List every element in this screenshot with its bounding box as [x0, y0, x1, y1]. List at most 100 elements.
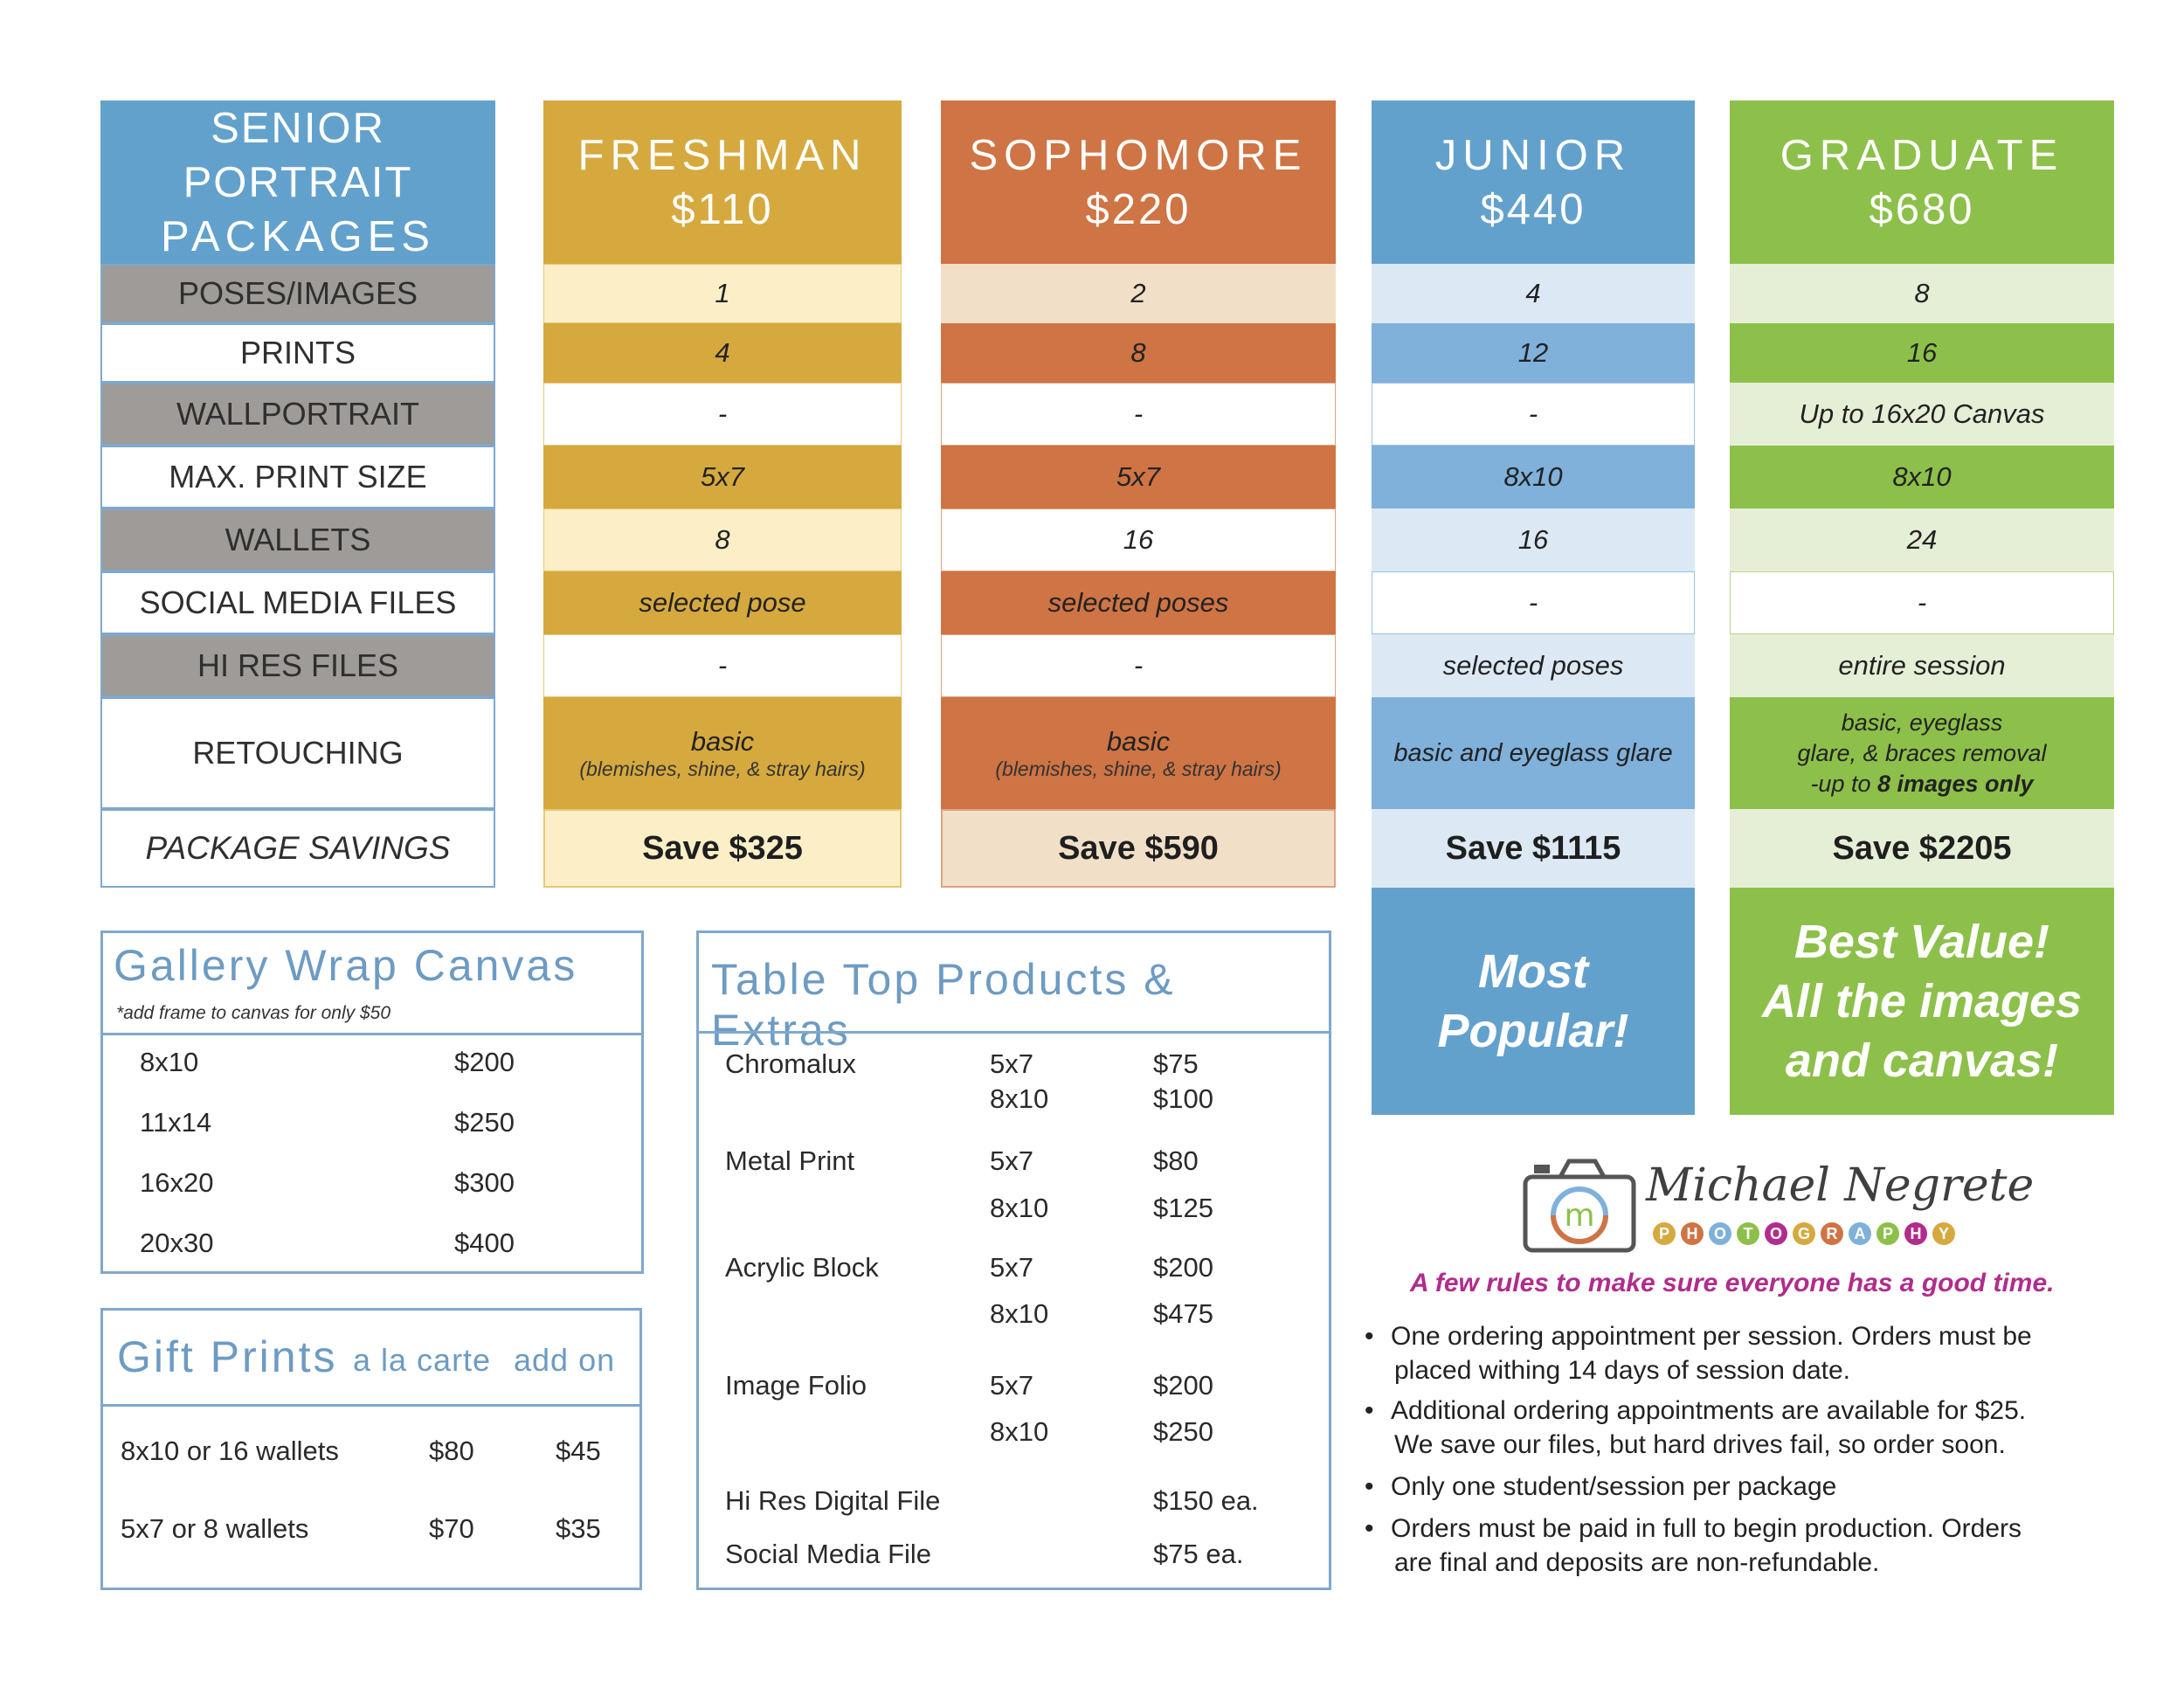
sophomore-max-print: 5x7: [941, 446, 1336, 508]
sophomore-savings: Save $590: [941, 809, 1336, 888]
gift-prints-title: Gift Prints: [117, 1332, 338, 1381]
metal-size1: 5x7: [990, 1145, 1033, 1176]
gift-item: 8x10 or 16 wallets: [121, 1435, 339, 1466]
junior-poses: 4: [1372, 264, 1695, 323]
freshman-savings: Save $325: [543, 809, 902, 888]
rule-line: One ordering appointment per session. Or…: [1391, 1322, 2032, 1351]
graduate-wallets: 24: [1730, 508, 2114, 571]
freshman-wallportrait: -: [543, 383, 902, 446]
rule-bullet: •: [1365, 1472, 1374, 1501]
graduate-retouch-line3: -up to 8 images only: [1810, 769, 2033, 799]
graduate-retouch-line1: basic, eyeglass: [1841, 709, 2003, 736]
freshman-hires: -: [543, 634, 902, 697]
junior-promo-line1: Most: [1478, 945, 1588, 998]
row-label-wallets: WALLETS: [100, 508, 495, 571]
chromalux-name: Chromalux: [725, 1048, 856, 1079]
chromalux-size1: 5x7: [990, 1048, 1033, 1079]
row-label-poses: POSES/IMAGES: [100, 264, 495, 323]
folio-size2: 8x10: [990, 1416, 1049, 1447]
folio-size1: 5x7: [990, 1370, 1033, 1401]
metal-price1: $80: [1153, 1145, 1199, 1176]
gallery-size: 16x20: [140, 1167, 214, 1198]
graduate-price: $680: [1869, 185, 1975, 233]
gift-prints-divider: [103, 1404, 639, 1407]
freshman-name: FRESHMAN: [577, 131, 867, 179]
rule-item: • Orders must be paid in full to begin p…: [1365, 1512, 2116, 1580]
camera-icon: m: [1523, 1159, 1636, 1253]
rule-line: are final and deposits are non-refundabl…: [1394, 1548, 1880, 1577]
rule-item: • One ordering appointment per session. …: [1365, 1319, 2116, 1387]
rule-line: Only one student/session per package: [1391, 1472, 1837, 1501]
metal-price2: $125: [1153, 1193, 1213, 1223]
logo-letter: R: [1821, 1222, 1843, 1245]
rule-bullet: •: [1365, 1514, 1374, 1543]
gallery-price: $300: [454, 1167, 515, 1198]
row-label-social: SOCIAL MEDIA FILES: [100, 571, 495, 634]
acrylic-price1: $200: [1153, 1252, 1213, 1283]
social-file-price: $75 ea.: [1153, 1539, 1244, 1569]
logo-letter: Y: [1932, 1222, 1955, 1245]
gallery-price: $250: [454, 1107, 515, 1138]
rule-bullet: •: [1365, 1322, 1374, 1351]
logo-letter: G: [1793, 1222, 1815, 1245]
acrylic-size2: 8x10: [990, 1298, 1049, 1329]
freshman-retouch-main: basic: [690, 725, 755, 757]
sophomore-name: SOPHOMORE: [969, 131, 1308, 179]
sophomore-retouching: basic (blemishes, shine, & stray hairs): [941, 697, 1336, 809]
freshman-retouching: basic (blemishes, shine, & stray hairs): [543, 697, 902, 809]
freshman-prints: 4: [543, 323, 902, 383]
graduate-retouch-line3-b: 8 images only: [1876, 770, 2034, 797]
logo-name: Michael Negrete: [1646, 1159, 2035, 1212]
row-label-max-print: MAX. PRINT SIZE: [100, 446, 495, 508]
social-file-name: Social Media File: [725, 1539, 932, 1569]
gift-price-alacarte: $80: [429, 1435, 474, 1466]
gallery-wrap-box: Gallery Wrap Canvas *add frame to canvas…: [100, 930, 644, 1274]
freshman-social: selected pose: [543, 571, 902, 634]
logo-camera-letter: m: [1564, 1198, 1594, 1234]
junior-prints: 12: [1372, 323, 1695, 383]
freshman-wallets: 8: [543, 508, 902, 571]
logo-letter: T: [1737, 1222, 1759, 1245]
freshman-price: $110: [671, 185, 774, 233]
row-label-retouching: RETOUCHING: [100, 697, 495, 809]
gift-price-alacarte: $70: [429, 1513, 474, 1544]
rule-line: Orders must be paid in full to begin pro…: [1391, 1514, 2022, 1543]
corner-title-cell: SENIOR PORTRAIT PACKAGES: [100, 100, 495, 264]
graduate-header: GRADUATE $680: [1730, 100, 2114, 264]
graduate-prints: 16: [1730, 323, 2114, 383]
graduate-retouch-line2: glare, & braces removal: [1797, 739, 2047, 766]
folio-name: Image Folio: [725, 1370, 867, 1401]
junior-header: JUNIOR $440: [1372, 100, 1695, 264]
table-top-box: Table Top Products & Extras Chromalux 5x…: [696, 930, 1331, 1590]
row-label-prints: PRINTS: [100, 323, 495, 383]
logo-letter: O: [1709, 1222, 1731, 1245]
sophomore-prints: 8: [941, 323, 1336, 383]
hires-file-name: Hi Res Digital File: [725, 1485, 941, 1516]
sophomore-hires: -: [941, 634, 1336, 697]
row-label-hires: HI RES FILES: [100, 634, 495, 697]
sophomore-social: selected poses: [941, 571, 1336, 634]
graduate-social: -: [1730, 571, 2114, 634]
logo-letter: A: [1849, 1222, 1871, 1245]
graduate-promo-line3: and canvas!: [1785, 1034, 2059, 1087]
sophomore-wallets: 16: [941, 508, 1336, 571]
junior-hires: selected poses: [1372, 634, 1695, 697]
gift-price-addon: $45: [556, 1435, 601, 1466]
acrylic-size1: 5x7: [990, 1252, 1033, 1283]
junior-wallets: 16: [1372, 508, 1695, 571]
gallery-price: $200: [454, 1047, 515, 1077]
junior-price: $440: [1480, 185, 1586, 233]
corner-title-line1: SENIOR PORTRAIT: [183, 104, 413, 206]
rule-line: placed withing 14 days of session date.: [1394, 1356, 1850, 1385]
junior-wallportrait: -: [1372, 383, 1695, 446]
gift-prints-col-alacarte: a la carte: [353, 1342, 492, 1378]
row-label-wallportrait: WALLPORTRAIT: [100, 383, 495, 446]
folio-price1: $200: [1153, 1370, 1213, 1401]
acrylic-price2: $475: [1153, 1298, 1213, 1329]
junior-social: -: [1372, 571, 1695, 634]
graduate-retouching: basic, eyeglass glare, & braces removal …: [1730, 697, 2114, 809]
gift-price-addon: $35: [556, 1513, 601, 1544]
logo-letter: O: [1765, 1222, 1787, 1245]
logo-letter: H: [1904, 1222, 1927, 1245]
